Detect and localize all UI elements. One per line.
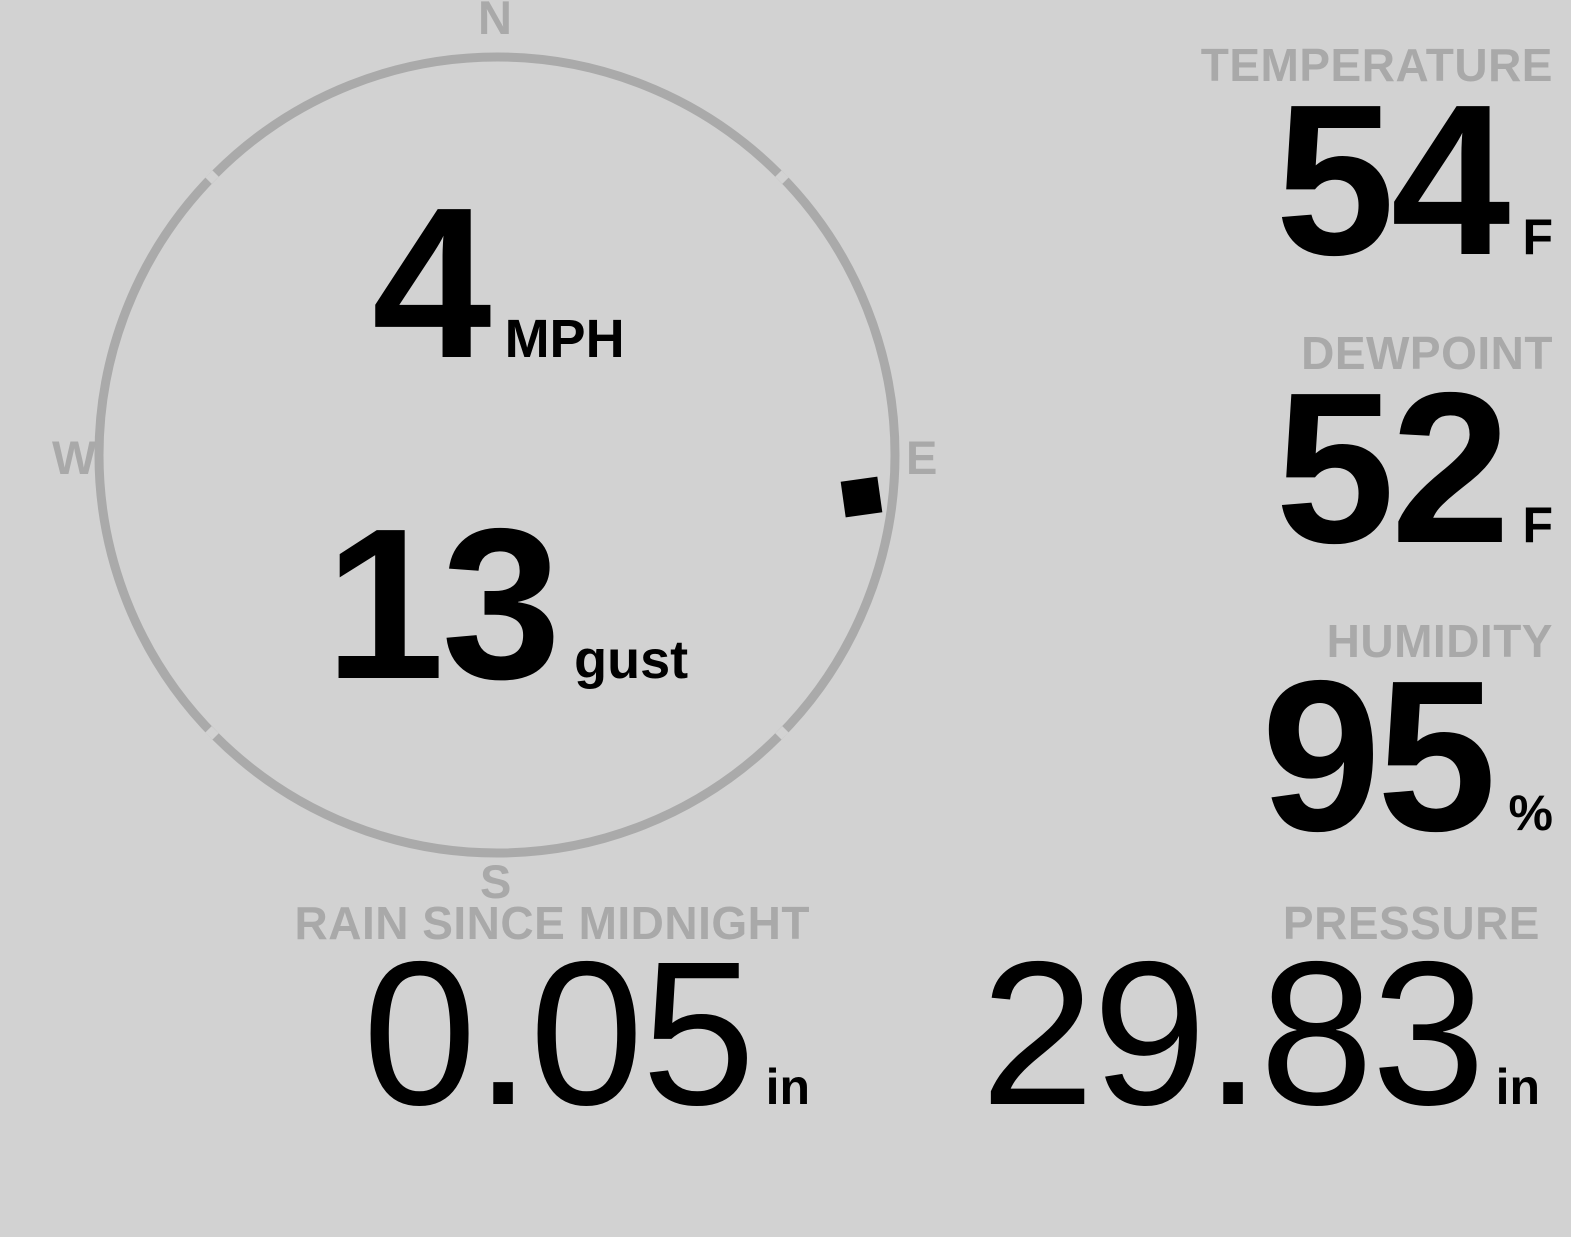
metric-dewpoint-reading: 52 F — [1073, 347, 1553, 588]
metric-temperature-reading: 54 F — [1073, 59, 1553, 300]
wind-gust-unit: gust — [574, 630, 689, 690]
metric-temperature-unit: F — [1522, 209, 1553, 265]
metric-humidity-reading: 95 % — [1073, 635, 1553, 876]
metric-rain-since-midnight: RAIN SINCE MIDNIGHT 0.05 in — [250, 897, 811, 1148]
metric-humidity-value: 95 — [1261, 635, 1496, 876]
wind-speed-unit: MPH — [504, 309, 625, 369]
metric-rain-value: 0.05 — [362, 919, 756, 1148]
wind-gust-value: 13 — [325, 483, 561, 724]
wind-speed-readout: 4 MPH — [372, 162, 625, 403]
wind-compass-panel: N E S W 4 MPH 13 gust — [0, 0, 990, 905]
metric-dewpoint-value: 52 — [1275, 347, 1510, 588]
metric-dewpoint-unit: F — [1522, 497, 1553, 553]
metric-pressure: PRESSURE 29.83 in — [930, 897, 1540, 1148]
metric-rain-label: RAIN SINCE MIDNIGHT — [294, 897, 810, 949]
wind-gust-readout: 13 gust — [325, 483, 689, 724]
metric-pressure-unit: in — [1495, 1059, 1540, 1115]
compass-label-west: W — [52, 431, 97, 484]
wind-direction-marker — [840, 476, 883, 518]
metric-temperature: TEMPERATURE 54 F — [1073, 39, 1553, 300]
compass-label-south: S — [480, 855, 512, 908]
metric-pressure-label: PRESSURE — [1282, 897, 1540, 949]
compass-label-north: N — [478, 0, 512, 44]
metric-dewpoint: DEWPOINT 52 F — [1073, 327, 1553, 588]
metric-rain-reading: 0.05 in — [250, 919, 810, 1148]
metric-temperature-value: 54 — [1275, 59, 1510, 300]
compass-label-east: E — [906, 431, 938, 484]
metric-humidity: HUMIDITY 95 % — [1073, 615, 1553, 876]
metric-pressure-reading: 29.83 in — [930, 919, 1540, 1148]
metric-rain-unit: in — [765, 1059, 810, 1115]
metric-dewpoint-label: DEWPOINT — [1301, 327, 1553, 379]
compass-ring — [94, 52, 900, 858]
metric-humidity-unit: % — [1508, 785, 1553, 841]
metric-temperature-label: TEMPERATURE — [1200, 39, 1553, 91]
compass-dial — [94, 52, 900, 858]
metric-pressure-value: 29.83 — [980, 919, 1486, 1148]
metric-humidity-label: HUMIDITY — [1326, 615, 1553, 667]
wind-speed-value: 4 — [372, 162, 492, 403]
compass-ticks — [205, 170, 789, 740]
